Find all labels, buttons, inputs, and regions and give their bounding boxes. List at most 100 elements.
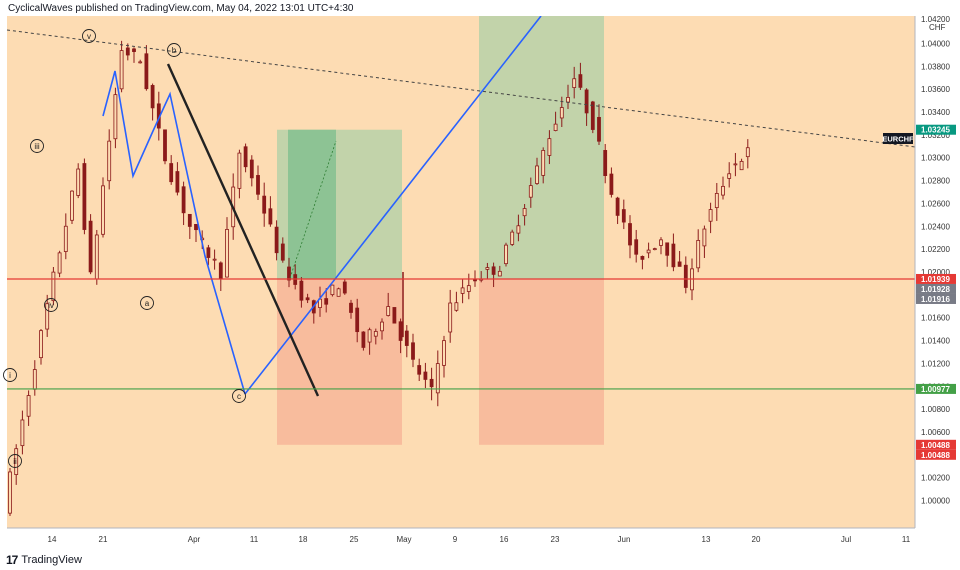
candle-body [280,243,285,261]
candle-body [237,152,242,189]
candle [373,328,378,345]
candle-body [225,229,229,278]
candle [541,147,546,184]
y-tick-label: 1.02400 [921,222,950,231]
candle-body [39,330,43,359]
x-tick-label: 20 [752,535,761,544]
candle-body [218,262,223,279]
candle-body [702,228,707,247]
candle [621,199,626,230]
candle-body [466,285,471,292]
candle [516,214,521,242]
candle [119,40,124,93]
candle-body [411,342,415,360]
candle [63,213,68,260]
candle [485,262,490,279]
x-tick-label: Jul [841,535,851,544]
candle [268,196,273,227]
candle-body [256,175,260,195]
candle [107,129,112,190]
candle-body [665,242,670,256]
candle-body [107,140,112,182]
candle-body [63,225,68,252]
candle-body [491,266,496,275]
blue-wave-path [102,70,246,395]
y-tick-label: 1.03600 [921,85,950,94]
candle [45,294,50,337]
candle-body [125,47,130,56]
candle-body [361,331,366,348]
candle-body [522,208,527,217]
candle-body [324,298,329,305]
candle [677,250,682,267]
candle [535,157,539,185]
candle [590,100,595,134]
y-tick-label: 1.02000 [921,268,950,277]
candle-body [435,363,440,394]
wave-label: b [167,43,181,57]
candle-body [8,471,12,514]
candle-body [57,252,62,274]
candle [603,143,608,184]
candle-body [132,48,136,52]
candle [460,279,465,304]
candle-body [14,448,19,475]
candle-body [510,231,515,245]
candle-body [423,371,428,380]
candle-body [671,243,676,268]
candle [386,292,391,317]
price-label-box [916,293,956,304]
candle-body [349,302,353,313]
wave-label-text: iv [48,301,54,310]
candle-body [597,116,601,142]
candle-body [373,331,378,337]
y-tick-label: 1.01400 [921,337,950,346]
candle-body [305,297,310,301]
wave-label-circle [8,454,22,468]
candle-body [249,159,254,179]
wave-label-text: a [145,299,150,308]
black-trendline [166,63,320,397]
candle-body [330,284,335,296]
candle [101,177,105,238]
stop-zone-1 [277,278,402,445]
candle [411,333,415,368]
wave-label-text: ii [13,457,17,466]
candle [659,237,663,255]
candle-body [169,163,174,183]
y-tick-label: 1.03200 [921,131,950,140]
candle-body [727,173,732,179]
candle-body [603,150,608,176]
candle [280,237,285,263]
candle-body [20,419,25,447]
candle-body [528,185,533,198]
candle-body [342,281,347,294]
wave-label: iv [44,298,58,312]
candle [380,318,384,340]
tradingview-brand[interactable]: 17 TradingView [6,553,82,567]
candle [349,299,353,319]
candle-body [386,306,391,316]
candle-body [609,173,614,195]
wave-label: v [82,29,96,43]
candle [708,202,713,234]
y-tick-label: 1.00600 [921,428,950,437]
price-label-text: 1.00488 [921,441,950,450]
candle-body [566,97,570,103]
candle-body [659,239,663,246]
candle [14,444,19,485]
candle-body [181,186,186,214]
candle-body [70,190,74,221]
time-axis[interactable]: 14 21 Apr 11 18 25 May 9 16 23 Jun 13 20 Jul 11 [7,527,915,544]
price-label-text: 1.00977 [921,385,950,394]
y-tick-label: 1.02200 [921,245,950,254]
x-tick-label: 14 [48,535,57,544]
wave-label-circle [82,29,96,43]
candle-body [485,267,490,270]
candle-body [417,365,422,375]
candle-body [721,185,725,196]
candle [305,293,310,304]
candle [739,158,744,171]
